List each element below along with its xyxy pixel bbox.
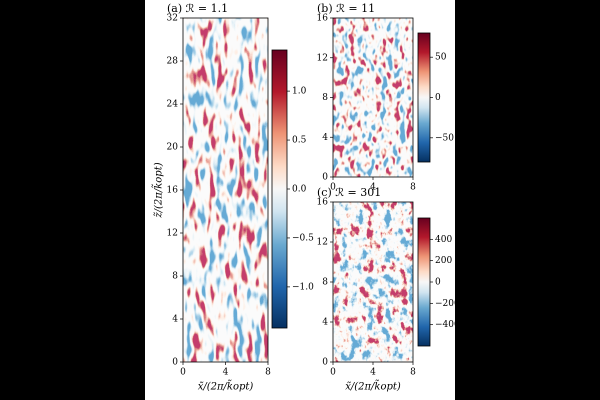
x-tick-label: 8 xyxy=(410,368,416,378)
x-tick-label: 4 xyxy=(370,368,376,378)
colorbar-tick-label: 0.5 xyxy=(292,136,307,146)
y-tick-label: 28 xyxy=(167,57,179,67)
y-tick-label: 8 xyxy=(322,278,328,288)
y-tick-label: 8 xyxy=(322,93,328,103)
y-tick-label: 0 xyxy=(322,358,328,368)
colorbar-tick-label: −50 xyxy=(435,133,454,143)
y-tick-label: 12 xyxy=(317,53,328,63)
x-tick-label: 8 xyxy=(410,183,416,193)
colorbar-tick-label: 50 xyxy=(435,53,447,63)
colorbar-tick-label: −200 xyxy=(435,299,460,309)
y-tick-label: 20 xyxy=(167,143,179,153)
x-axis-label: x̃/(2π/k̃opt) xyxy=(345,379,401,392)
colorbar xyxy=(417,217,431,347)
y-tick-label: 4 xyxy=(172,315,178,325)
y-tick-label: 12 xyxy=(167,229,178,239)
y-tick-label: 4 xyxy=(322,133,328,143)
panel-title: (b) ℛ = 11 xyxy=(317,2,375,15)
x-axis-label: x̃/(2π/k̃opt) xyxy=(198,379,254,392)
colorbar-tick-label: −0.5 xyxy=(292,233,314,243)
field xyxy=(333,18,413,177)
x-tick-label: 8 xyxy=(265,368,271,378)
x-tick-label: 4 xyxy=(223,368,229,378)
y-tick-label: 24 xyxy=(167,100,179,110)
colorbar-tick-label: 200 xyxy=(435,256,452,266)
y-tick-label: 4 xyxy=(322,318,328,328)
colorbar-tick-label: 0 xyxy=(435,93,441,103)
colorbar-tick-label: 0 xyxy=(435,278,441,288)
y-axis-label: z̃/(2π/k̃opt) xyxy=(151,162,164,218)
y-tick-label: 16 xyxy=(317,198,329,208)
colorbar-tick-label: 1.0 xyxy=(292,87,307,97)
x-tick-label: 4 xyxy=(370,183,376,193)
y-tick-label: 16 xyxy=(167,186,179,196)
y-tick-label: 0 xyxy=(322,173,328,183)
colorbar xyxy=(417,32,431,163)
colorbar-tick-label: 400 xyxy=(435,235,452,245)
panel-title: (c) ℛ = 301 xyxy=(317,186,381,199)
field xyxy=(183,18,268,362)
y-tick-label: 8 xyxy=(172,272,178,282)
colorbar xyxy=(271,49,288,329)
y-tick-label: 0 xyxy=(172,358,178,368)
colorbar-tick-label: −1.0 xyxy=(292,282,314,292)
field xyxy=(333,202,413,362)
x-tick-label: 0 xyxy=(330,368,336,378)
panel-title: (a) ℛ = 1.1 xyxy=(167,2,228,15)
y-tick-label: 12 xyxy=(317,238,328,248)
x-tick-label: 0 xyxy=(180,368,186,378)
y-tick-label: 32 xyxy=(167,14,178,24)
x-tick-label: 0 xyxy=(330,183,336,193)
y-tick-label: 16 xyxy=(317,14,329,24)
colorbar-tick-label: 0.0 xyxy=(292,185,307,195)
colorbar-tick-label: −400 xyxy=(435,320,460,330)
